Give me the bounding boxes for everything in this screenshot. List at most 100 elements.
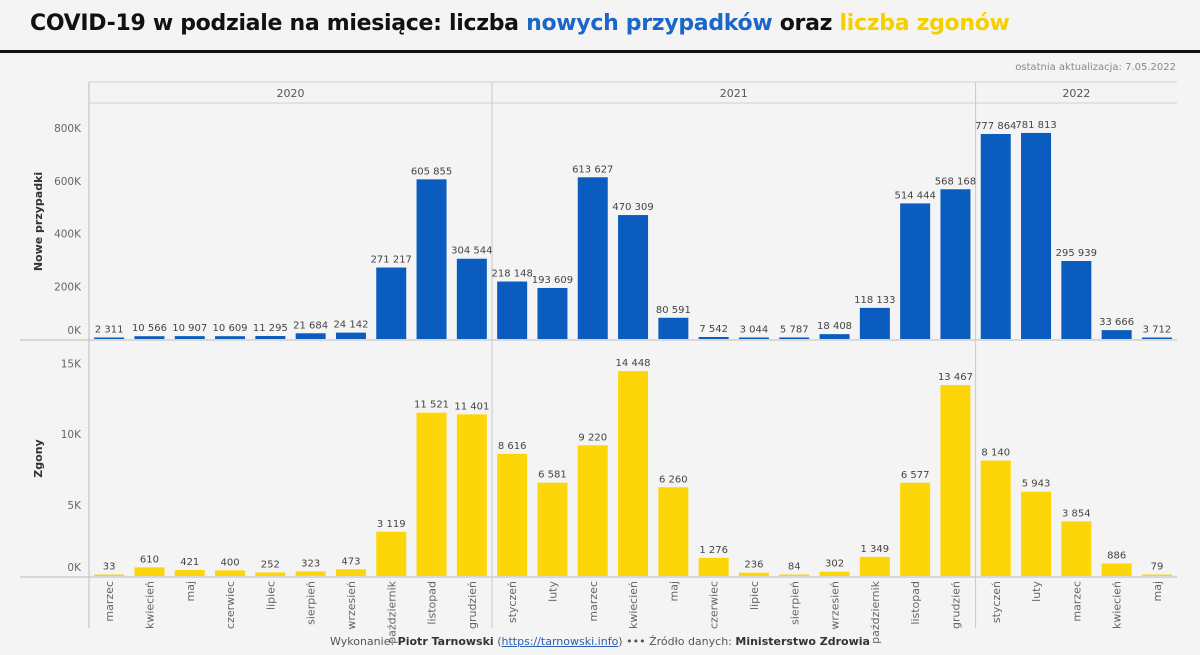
y-tick-label: 10K — [61, 429, 82, 441]
bar-zgony — [295, 571, 326, 576]
y-tick-label: 200K — [54, 281, 82, 293]
bar-zgony — [1101, 563, 1132, 576]
bar-value-label: 400 — [221, 557, 240, 568]
x-category-label: grudzień — [466, 581, 479, 629]
x-category-label: kwiecień — [627, 581, 640, 629]
bar-value-label: 11 295 — [253, 323, 288, 334]
bar-nowe-przypadki — [698, 337, 729, 339]
x-category-label: listopad — [909, 581, 922, 625]
footer-author: Piotr Tarnowski — [397, 635, 494, 648]
bar-value-label: 6 260 — [659, 474, 688, 485]
bar-value-label: 3 044 — [740, 325, 769, 336]
bar-value-label: 10 566 — [132, 323, 167, 334]
bar-zgony — [698, 557, 729, 576]
y-tick-label: 600K — [54, 176, 82, 188]
bar-value-label: 514 444 — [894, 190, 935, 201]
y-tick-label: 0K — [67, 562, 82, 574]
footer: Wykonanie: Piotr Tarnowski (https://tarn… — [330, 635, 870, 648]
last-updated: ostatnia aktualizacja: 7.05.2022 — [1015, 62, 1176, 73]
bar-value-label: 295 939 — [1056, 248, 1097, 259]
bar-value-label: 84 — [788, 562, 801, 573]
bar-value-label: 6 581 — [538, 470, 567, 481]
title-text-2: oraz — [772, 11, 840, 36]
bar-zgony — [1061, 521, 1092, 576]
bar-value-label: 9 220 — [578, 432, 607, 443]
bar-value-label: 10 609 — [213, 323, 248, 334]
bar-nowe-przypadki — [134, 336, 165, 339]
bar-value-label: 8 616 — [498, 441, 527, 452]
year-header-2021: 2021 — [720, 87, 748, 100]
bar-zgony — [215, 570, 246, 576]
bar-nowe-przypadki — [174, 336, 205, 339]
chart-title: COVID-19 w podziale na miesiące: liczba … — [30, 11, 1010, 36]
bar-value-label: 118 133 — [854, 295, 895, 306]
year-header-2022: 2022 — [1062, 87, 1090, 100]
bar-value-label: 610 — [140, 554, 159, 565]
bar-value-label: 252 — [261, 559, 280, 570]
bar-zgony — [859, 556, 890, 576]
x-category-label: czerwiec — [224, 581, 237, 629]
bar-zgony — [456, 414, 487, 576]
bar-value-label: 11 521 — [414, 400, 449, 411]
bar-value-label: 421 — [180, 557, 199, 568]
x-category-label: październik — [869, 580, 882, 643]
bar-value-label: 236 — [744, 560, 763, 571]
footer-separator: ••• — [626, 635, 646, 648]
bar-zgony — [134, 567, 165, 576]
bar-value-label: 5 943 — [1022, 479, 1051, 490]
bar-value-label: 11 401 — [454, 401, 489, 412]
x-category-label: czerwiec — [708, 581, 721, 629]
bar-value-label: 8 140 — [981, 448, 1010, 459]
x-category-label: sierpień — [305, 581, 318, 625]
bar-nowe-przypadki — [859, 307, 890, 339]
y-tick-label: 800K — [54, 123, 82, 135]
x-category-label: wrzesień — [345, 581, 358, 630]
bar-nowe-przypadki — [819, 334, 850, 339]
bar-nowe-przypadki — [618, 215, 649, 339]
bar-value-label: 33 — [103, 562, 116, 573]
title-text-1: COVID-19 w podziale na miesiące: liczba — [30, 11, 527, 36]
bar-nowe-przypadki — [577, 177, 608, 339]
bar-value-label: 613 627 — [572, 164, 613, 175]
bar-value-label: 304 544 — [451, 246, 492, 257]
x-category-label: luty — [546, 581, 559, 602]
bar-nowe-przypadki — [537, 287, 568, 339]
x-category-label: styczeń — [990, 581, 1003, 623]
bar-value-label: 271 217 — [371, 255, 412, 266]
bar-nowe-przypadki — [779, 337, 810, 339]
x-category-label: maj — [1151, 581, 1164, 602]
bar-nowe-przypadki — [497, 281, 528, 339]
footer-made-by-label: Wykonanie: — [330, 635, 398, 648]
bar-value-label: 6 577 — [901, 470, 930, 481]
bar-value-label: 302 — [825, 559, 844, 570]
bar-value-label: 3 712 — [1143, 325, 1172, 336]
bar-value-label: 1 349 — [861, 544, 890, 555]
y-tick-label: 5K — [67, 500, 82, 512]
x-category-label: marzec — [103, 581, 116, 622]
x-category-label: lipiec — [264, 581, 277, 610]
bar-value-label: 218 148 — [491, 269, 532, 280]
bar-value-label: 777 864 — [975, 121, 1016, 132]
x-category-label: luty — [1030, 581, 1043, 602]
bar-value-label: 14 448 — [616, 358, 651, 369]
bar-value-label: 10 907 — [172, 323, 207, 334]
x-category-label: grudzień — [949, 581, 962, 629]
bar-value-label: 33 666 — [1099, 317, 1134, 328]
footer-link[interactable]: https://tarnowski.info — [501, 635, 619, 648]
bar-value-label: 323 — [301, 558, 320, 569]
bar-value-label: 886 — [1107, 550, 1126, 561]
bar-zgony — [335, 569, 366, 576]
bar-nowe-przypadki — [1021, 132, 1052, 339]
bar-value-label: 3 119 — [377, 519, 406, 530]
bar-nowe-przypadki — [416, 179, 447, 339]
bar-nowe-przypadki — [255, 336, 286, 339]
x-category-label: lipiec — [748, 581, 761, 610]
bar-value-label: 24 142 — [333, 320, 368, 331]
bar-value-label: 3 854 — [1062, 508, 1091, 519]
x-category-label: maj — [667, 581, 680, 602]
bar-zgony — [94, 574, 125, 576]
bar-nowe-przypadki — [335, 332, 366, 339]
x-category-label: marzec — [587, 581, 600, 622]
bar-value-label: 13 467 — [938, 372, 973, 383]
x-category-label: kwiecień — [143, 581, 156, 629]
